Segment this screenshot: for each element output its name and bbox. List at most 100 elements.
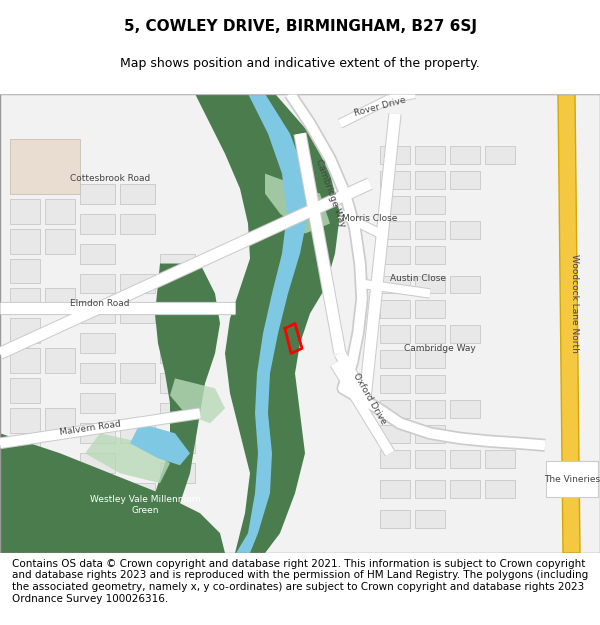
- Bar: [10, 199, 40, 224]
- Bar: [485, 146, 515, 164]
- Text: Contains OS data © Crown copyright and database right 2021. This information is : Contains OS data © Crown copyright and d…: [12, 559, 588, 604]
- Bar: [415, 480, 445, 498]
- Bar: [45, 468, 75, 493]
- Bar: [80, 304, 115, 324]
- Bar: [450, 146, 480, 164]
- Bar: [10, 139, 80, 194]
- Bar: [10, 438, 40, 463]
- Bar: [160, 254, 195, 274]
- Bar: [10, 378, 40, 403]
- Bar: [380, 301, 410, 319]
- Text: Rover Drive: Rover Drive: [353, 96, 407, 118]
- Bar: [415, 196, 445, 214]
- Bar: [45, 229, 75, 254]
- Bar: [450, 401, 480, 418]
- Bar: [380, 146, 410, 164]
- Bar: [80, 363, 115, 383]
- Text: Elmdon Road: Elmdon Road: [70, 299, 130, 308]
- Bar: [80, 453, 115, 473]
- Bar: [45, 348, 75, 373]
- Bar: [415, 221, 445, 239]
- Polygon shape: [558, 94, 580, 553]
- Bar: [380, 480, 410, 498]
- Bar: [450, 480, 480, 498]
- Text: Westley Vale Millennium
Green: Westley Vale Millennium Green: [89, 496, 200, 515]
- Bar: [120, 423, 155, 443]
- FancyBboxPatch shape: [546, 461, 598, 498]
- Bar: [415, 171, 445, 189]
- Bar: [160, 343, 195, 363]
- Bar: [415, 401, 445, 418]
- Text: Map shows position and indicative extent of the property.: Map shows position and indicative extent…: [120, 58, 480, 70]
- Polygon shape: [170, 378, 225, 423]
- Bar: [120, 363, 155, 383]
- Bar: [80, 184, 115, 204]
- Bar: [380, 246, 410, 264]
- Bar: [380, 450, 410, 468]
- Text: Austin Close: Austin Close: [390, 274, 446, 283]
- Bar: [380, 510, 410, 528]
- Text: 5, COWLEY DRIVE, BIRMINGHAM, B27 6SJ: 5, COWLEY DRIVE, BIRMINGHAM, B27 6SJ: [124, 19, 476, 34]
- Text: Woodcock Lane North: Woodcock Lane North: [569, 254, 578, 353]
- Polygon shape: [230, 94, 308, 553]
- Polygon shape: [0, 433, 225, 553]
- Bar: [45, 408, 75, 433]
- Bar: [380, 171, 410, 189]
- Bar: [380, 351, 410, 368]
- Bar: [485, 450, 515, 468]
- Bar: [80, 333, 115, 353]
- Bar: [415, 425, 445, 443]
- Bar: [80, 393, 115, 413]
- Bar: [450, 326, 480, 343]
- Bar: [380, 326, 410, 343]
- Bar: [10, 468, 40, 493]
- Bar: [80, 423, 115, 443]
- Bar: [415, 276, 445, 294]
- Text: Malvern Road: Malvern Road: [59, 419, 121, 437]
- Bar: [10, 289, 40, 314]
- Bar: [160, 373, 195, 393]
- Bar: [415, 376, 445, 393]
- Bar: [380, 401, 410, 418]
- Bar: [10, 319, 40, 343]
- Bar: [10, 498, 40, 523]
- Bar: [80, 483, 115, 503]
- Bar: [485, 480, 515, 498]
- Bar: [450, 276, 480, 294]
- Bar: [160, 433, 195, 453]
- Bar: [415, 246, 445, 264]
- Bar: [10, 408, 40, 433]
- Text: Cambridge Way: Cambridge Way: [404, 344, 476, 353]
- Text: Cottesbrook Road: Cottesbrook Road: [70, 174, 150, 183]
- Bar: [80, 214, 115, 234]
- Bar: [160, 314, 195, 333]
- Bar: [380, 221, 410, 239]
- Bar: [380, 276, 410, 294]
- Bar: [450, 221, 480, 239]
- Bar: [120, 214, 155, 234]
- Bar: [45, 289, 75, 314]
- Bar: [120, 483, 155, 503]
- Bar: [10, 259, 40, 284]
- Text: Morris Close: Morris Close: [343, 214, 398, 223]
- Bar: [160, 463, 195, 483]
- Text: The Vineries: The Vineries: [544, 475, 600, 484]
- Polygon shape: [130, 423, 190, 465]
- Bar: [10, 229, 40, 254]
- Bar: [10, 348, 40, 373]
- Bar: [415, 326, 445, 343]
- Bar: [450, 171, 480, 189]
- Text: Oxford Drive: Oxford Drive: [352, 371, 388, 426]
- Bar: [160, 284, 195, 304]
- Bar: [80, 244, 115, 264]
- Bar: [415, 301, 445, 319]
- Bar: [45, 199, 75, 224]
- Polygon shape: [85, 433, 170, 483]
- Bar: [120, 184, 155, 204]
- Polygon shape: [195, 94, 340, 553]
- Bar: [415, 146, 445, 164]
- Bar: [120, 304, 155, 324]
- Polygon shape: [130, 264, 220, 553]
- Text: Cambridge Way: Cambridge Way: [314, 158, 346, 229]
- Bar: [120, 274, 155, 294]
